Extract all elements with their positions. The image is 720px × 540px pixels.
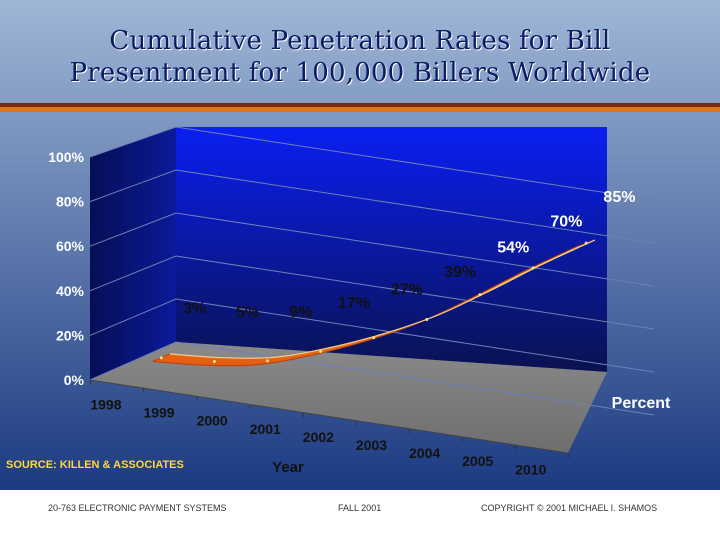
data-label-2003: 39% xyxy=(444,264,476,281)
y-tick-label: 100% xyxy=(48,149,84,165)
x-axis-line xyxy=(89,379,569,454)
footer-course: 20-763 ELECTRONIC PAYMENT SYSTEMS xyxy=(48,503,227,513)
slide-title-line-1: Cumulative Penetration Rates for Bill xyxy=(109,26,611,56)
x-tick xyxy=(195,396,198,402)
data-label-2005: 70% xyxy=(550,213,582,230)
data-point-2010 xyxy=(584,241,588,245)
x-tick-label-2005: 2005 xyxy=(462,453,493,469)
x-tick-label-1998: 1998 xyxy=(90,396,121,412)
data-label-1998: 3% xyxy=(183,301,206,318)
data-point-2001 xyxy=(319,349,323,353)
x-tick-label-2002: 2002 xyxy=(303,429,334,445)
x-tick xyxy=(408,428,411,434)
gridline xyxy=(89,169,655,244)
gridline xyxy=(89,341,655,416)
x-tick xyxy=(461,436,464,442)
data-point-2003 xyxy=(425,318,429,322)
data-label-1999: 5% xyxy=(236,304,259,321)
slide-title-line-2: Presentment for 100,000 Billers Worldwid… xyxy=(69,58,651,88)
data-point-2005 xyxy=(531,266,535,270)
gridline xyxy=(89,298,655,373)
gridline xyxy=(89,255,655,330)
data-label-2004: 54% xyxy=(497,240,529,257)
x-axis-tick-labels: 1998 1999 2000 2001 2002 2003 2004 2005 2010 xyxy=(90,396,546,477)
chart-floor xyxy=(90,342,607,453)
series-ribbon-highlight xyxy=(169,239,596,359)
data-point-1999 xyxy=(212,359,216,363)
title-rule-orange xyxy=(0,107,720,112)
x-tick-label-2004: 2004 xyxy=(409,445,440,461)
footer-term: FALL 2001 xyxy=(338,503,382,513)
penetration-chart: 0% 20% 40% 60% 80% 100% 1998 1999 2000 2001 2002 2… xyxy=(48,126,671,478)
x-tick xyxy=(89,379,92,386)
title-rule-dark xyxy=(0,103,720,107)
data-point-2002 xyxy=(372,336,376,340)
y-tick-label: 20% xyxy=(56,327,85,343)
y-tick-label: 40% xyxy=(56,283,85,299)
data-point-2004 xyxy=(478,293,482,297)
x-tick-label-2001: 2001 xyxy=(250,421,281,437)
data-label-2000: 9% xyxy=(289,304,312,321)
gridline xyxy=(89,126,655,201)
chart-back-wall xyxy=(176,127,607,372)
data-point-1998 xyxy=(159,356,163,360)
y-tick-label: 0% xyxy=(64,372,85,388)
legend-series-name: Percent xyxy=(612,395,671,412)
x-tick-label-2000: 2000 xyxy=(197,413,228,429)
data-label-2001: 17% xyxy=(338,295,370,312)
x-tick-label-2003: 2003 xyxy=(356,437,387,453)
data-labels: 3% 5% 9% 17% 27% 39% 54% 70% 85% xyxy=(183,189,635,321)
x-tick-label-2010: 2010 xyxy=(515,461,546,477)
x-tick xyxy=(355,420,358,426)
x-tick xyxy=(301,412,304,418)
x-tick-label-1999: 1999 xyxy=(143,405,174,421)
x-tick xyxy=(567,452,570,459)
y-tick-label: 60% xyxy=(56,238,85,254)
gridline xyxy=(89,212,655,287)
y-axis-tick-labels: 0% 20% 40% 60% 80% 100% xyxy=(48,149,84,388)
x-tick xyxy=(142,388,145,394)
y-tick-label: 80% xyxy=(56,194,85,210)
x-axis-title: Year xyxy=(272,459,304,476)
x-tick xyxy=(514,444,517,450)
data-label-2010: 85% xyxy=(603,189,635,206)
chart-side-wall xyxy=(90,127,176,380)
data-point-2000 xyxy=(265,359,269,363)
gridlines xyxy=(89,126,655,416)
x-tick-marks xyxy=(89,379,570,459)
data-ribbon xyxy=(152,239,596,367)
source-note: SOURCE: KILLEN & ASSOCIATES xyxy=(6,459,184,471)
data-label-2002: 27% xyxy=(391,281,423,298)
footer-copyright: COPYRIGHT © 2001 MICHAEL I. SHAMOS xyxy=(481,503,658,513)
x-tick xyxy=(248,404,251,410)
